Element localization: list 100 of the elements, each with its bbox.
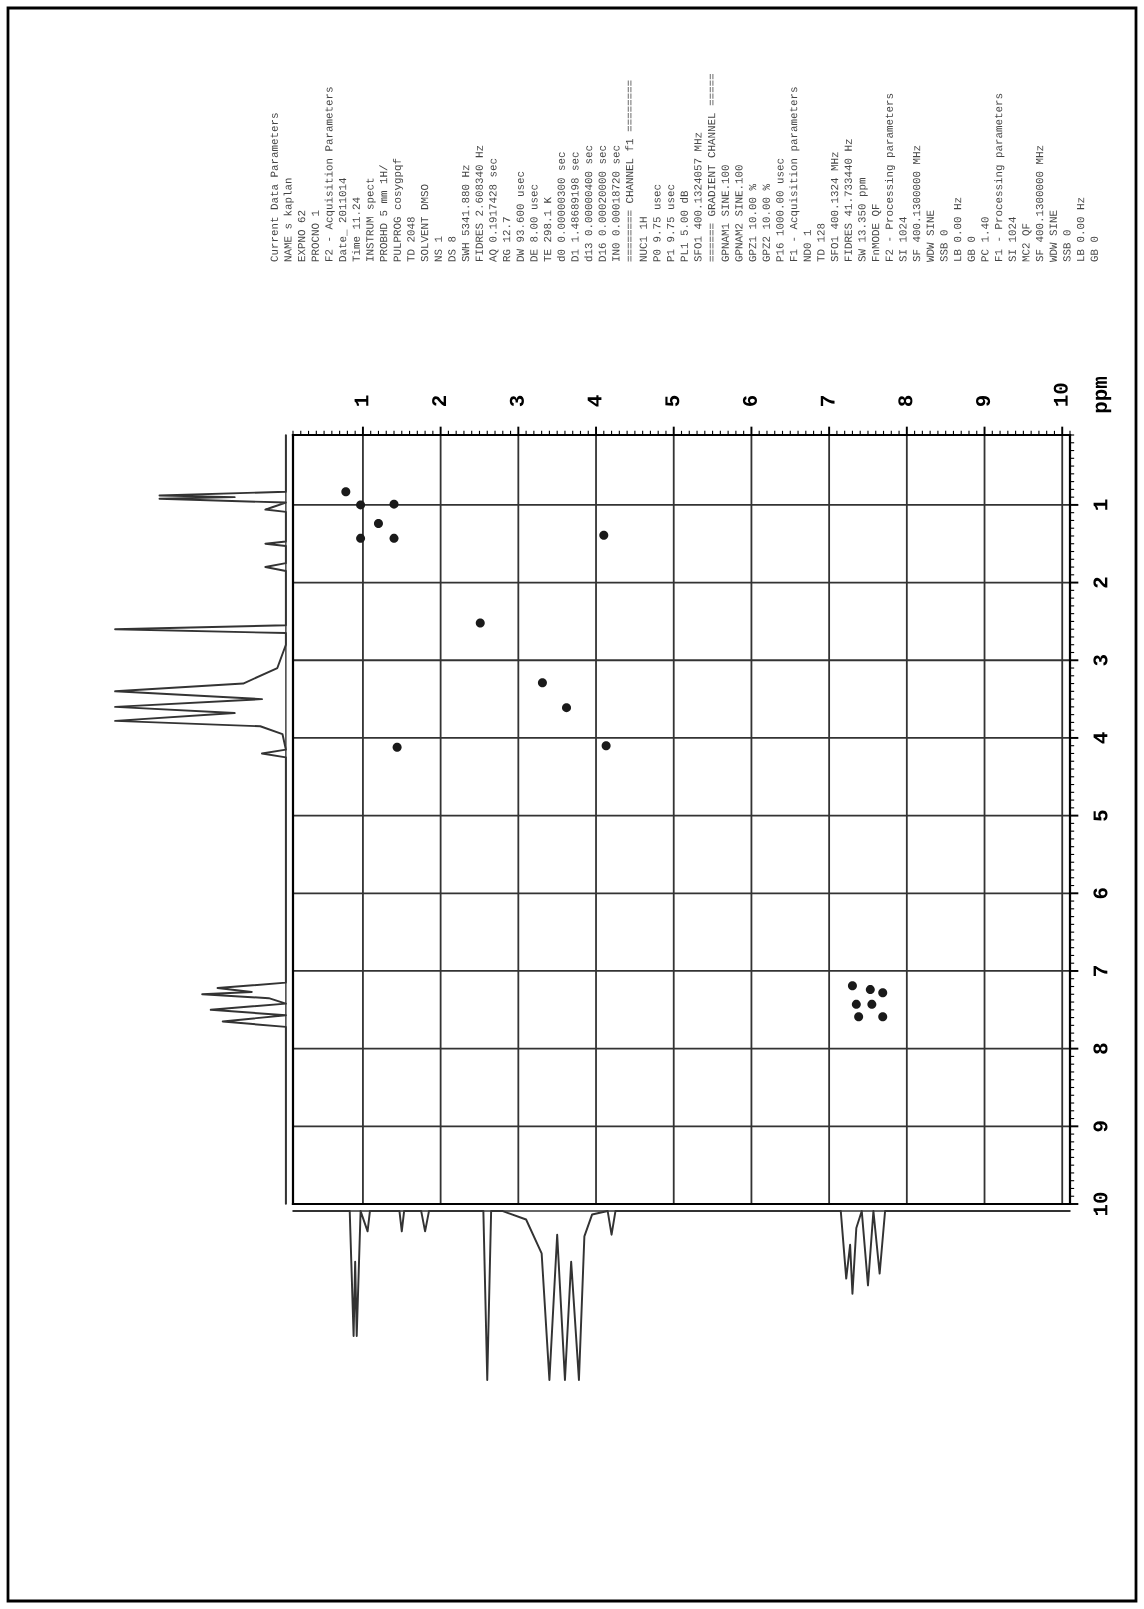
text: PC 1.40 (981, 217, 989, 262)
text: SF 400.1300000 MHz (912, 145, 921, 262)
point (867, 999, 877, 1009)
text: Date_ 2011014 (338, 178, 348, 262)
text: NAME s kaplan (283, 178, 294, 262)
text: NS 1 (434, 236, 442, 262)
y-tick-label: 6 (1093, 888, 1108, 899)
point (389, 499, 399, 509)
text: SWH 5341.880 Hz (461, 165, 470, 262)
x-tick-label: 1 (354, 395, 369, 406)
text: NUC1 1H (639, 217, 647, 262)
text: SI 1024 (899, 217, 907, 262)
text: WDW SINE (1049, 210, 1057, 262)
text: WDW SINE (926, 210, 934, 262)
point (599, 530, 609, 540)
point (356, 500, 366, 510)
text: F1 - Processing parameters (994, 93, 1005, 261)
y-tick-label: 3 (1093, 655, 1108, 666)
text: D1 1.48689198 sec (571, 152, 579, 262)
text: F2 - Acquisition Parameters (324, 87, 335, 261)
text: SFO1 400.1324057 MHz (694, 132, 702, 262)
text: ====== GRADIENT CHANNEL ===== (707, 74, 716, 262)
point (851, 999, 861, 1009)
text: SFO1 400.1324 MHz (830, 152, 839, 262)
y-axis-title: ppm (1095, 377, 1112, 413)
text: Current Data Parameters (270, 113, 278, 262)
point (878, 1012, 888, 1022)
text: P1 9.75 usec (666, 184, 675, 262)
point (878, 988, 888, 998)
point (562, 703, 571, 713)
text: PROBHD 5 mm 1H/ (379, 165, 388, 262)
text: DW 93.600 usec (516, 171, 524, 262)
point (341, 487, 351, 497)
text: PROCNO 1 (311, 210, 319, 262)
point (389, 533, 399, 543)
x-tick-label: 10 (1053, 383, 1068, 406)
text: LB 0.00 Hz (953, 197, 962, 261)
text: FIDRES 2.608340 Hz (475, 145, 483, 261)
text: ======== CHANNEL f1 ======== (625, 80, 634, 262)
y-tick-label: 4 (1093, 732, 1108, 744)
point (475, 618, 485, 628)
text: FIDRES 41.733440 Hz (844, 139, 852, 261)
point (601, 741, 611, 751)
text: IN0 0.00018720 sec (612, 145, 620, 261)
text: P0 9.75 usec (653, 184, 661, 262)
y-tick-label: 7 (1093, 966, 1108, 976)
text: INSTRUM spect (366, 178, 376, 261)
text: F2 - Processing parameters (884, 93, 896, 261)
text: d13 0.00000400 sec (584, 145, 593, 262)
y-tick-label: 1 (1093, 499, 1108, 510)
point (392, 742, 402, 752)
point (356, 533, 366, 543)
x-tick-label: 2 (432, 395, 447, 406)
text: SOLVENT DMSO (420, 184, 429, 262)
text: GPZ2 10.00 % (762, 183, 770, 262)
text: SF 400.1300000 MHz (1035, 145, 1044, 262)
x-tick-label: 6 (742, 395, 758, 406)
text: F1 - Acquisition parameters (789, 87, 800, 261)
text: SSB 0 (940, 230, 948, 262)
y-tick-label: 5 (1093, 810, 1108, 821)
x-tick-label: 9 (975, 395, 991, 407)
text: SW 13.350 ppm (858, 178, 868, 262)
point (854, 1012, 864, 1022)
text: D16 0.00020000 sec (598, 145, 606, 262)
text: TD 128 (817, 223, 825, 262)
text: GB 0 (967, 236, 975, 262)
point (865, 985, 875, 995)
x-tick-label: 3 (509, 395, 524, 407)
text: PL1 5.00 dB (679, 190, 688, 262)
text: GPZ1 10.00 % (748, 183, 757, 262)
text: SSB 0 (1063, 230, 1071, 262)
text: GPNAM1 SINE.100 (721, 165, 729, 262)
x-tick-label: 8 (898, 395, 913, 407)
x-tick-label: 5 (665, 395, 680, 407)
text: DE 8.00 usec (530, 184, 538, 262)
point (373, 519, 383, 529)
y-tick-label: 9 (1093, 1121, 1108, 1132)
text: RG 12.7 (502, 217, 511, 262)
point (847, 981, 857, 991)
text: SI 1024 (1008, 217, 1016, 262)
text: AQ 0.1917428 sec (489, 158, 499, 262)
y-tick-label: 10 (1093, 1192, 1108, 1216)
point (537, 678, 547, 688)
text: FnMODE QF (871, 204, 882, 261)
text: d0 0.00000300 sec (556, 152, 565, 262)
y-tick-label: 8 (1093, 1043, 1108, 1054)
text: EXPNO 62 (297, 210, 306, 262)
text: MC2 QF (1022, 223, 1032, 262)
text: TE 298.1 K (543, 197, 552, 262)
text: P16 1000.00 usec (776, 158, 784, 262)
y-tick-label: 2 (1093, 577, 1108, 588)
text: GPNAM2 SINE.100 (735, 165, 743, 262)
text: DS 8 (448, 236, 456, 262)
text: LB 0.00 Hz (1076, 197, 1085, 261)
x-tick-label: 4 (587, 395, 602, 407)
text: TD 2048 (407, 217, 415, 262)
text: GB 0 (1090, 236, 1098, 262)
text: Time 11.24 (351, 197, 360, 262)
text: ND0 1 (803, 230, 811, 262)
x-tick-label: 7 (820, 396, 835, 406)
